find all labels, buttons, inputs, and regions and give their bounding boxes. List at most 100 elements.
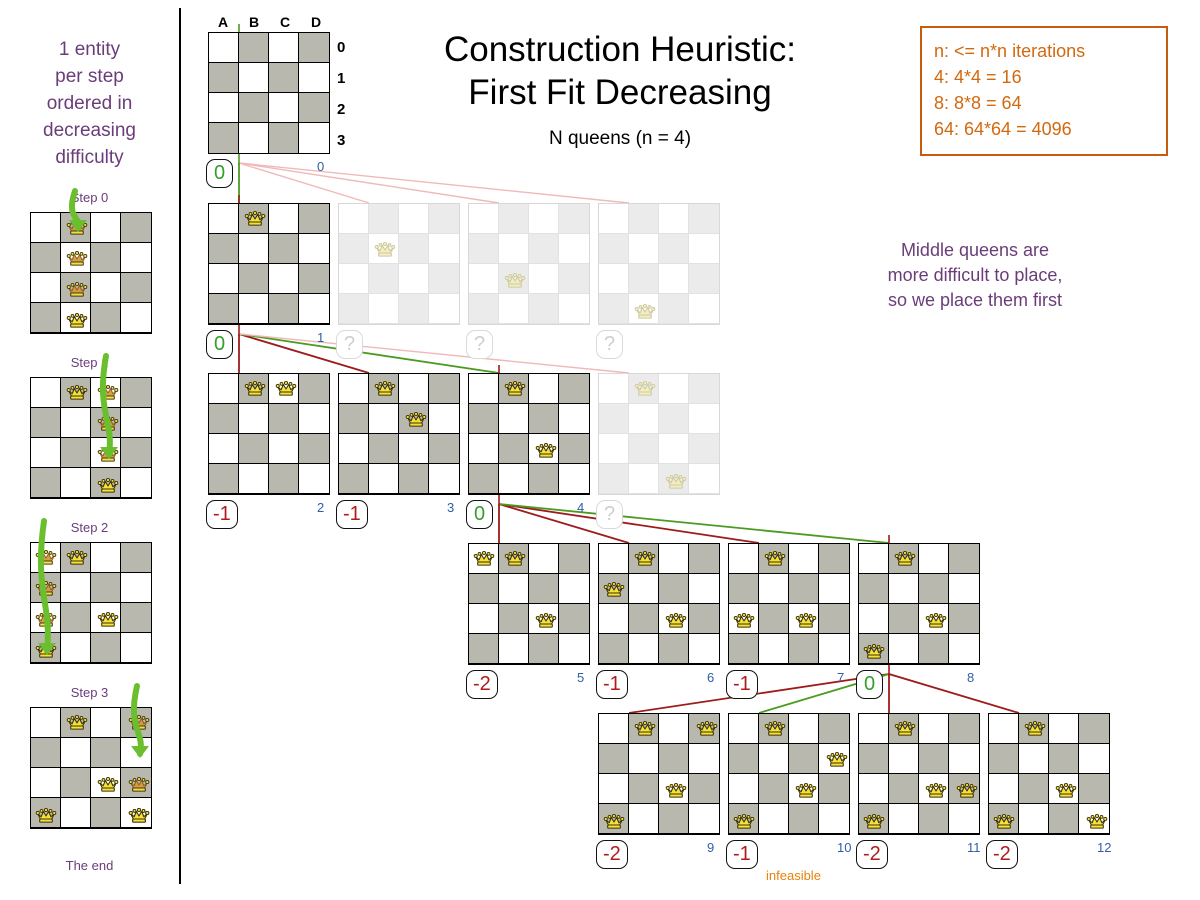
board-cell[interactable] [789,574,819,604]
board-cell[interactable] [429,204,459,234]
board-cell[interactable] [599,434,629,464]
board-cell[interactable] [689,574,719,604]
board-cell[interactable] [629,234,659,264]
board-cell[interactable] [659,374,689,404]
board-cell[interactable] [1019,744,1049,774]
board-cell[interactable] [689,434,719,464]
board-cell[interactable] [629,604,659,634]
board-cell[interactable] [729,714,759,744]
board-cell[interactable] [121,738,151,768]
board-cell[interactable] [339,234,369,264]
board-cell[interactable] [599,374,629,404]
board-cell[interactable] [599,634,629,664]
board-cell[interactable] [299,93,329,123]
board-cell[interactable] [599,464,629,494]
board-cell[interactable] [499,434,529,464]
board-cell[interactable] [859,604,889,634]
board-cell[interactable] [759,574,789,604]
board-cell[interactable] [61,243,91,273]
node-score-4a[interactable]: ? [596,500,623,529]
board-cell[interactable] [239,234,269,264]
board-cell[interactable] [629,804,659,834]
board-cell[interactable] [61,468,91,498]
board-cell[interactable] [299,404,329,434]
board-cell[interactable] [299,204,329,234]
board-cell[interactable] [469,464,499,494]
board-cell[interactable] [659,264,689,294]
board-cell[interactable] [239,404,269,434]
board-cell[interactable] [61,438,91,468]
board-cell[interactable] [239,264,269,294]
node-score-1b[interactable]: ? [466,330,493,359]
board-cell[interactable] [209,404,239,434]
board-cell[interactable] [659,204,689,234]
board-cell[interactable] [559,204,589,234]
board-cell[interactable] [61,633,91,663]
board-cell[interactable] [949,714,979,744]
board-cell[interactable] [269,294,299,324]
board-cell[interactable] [559,544,589,574]
board-cell[interactable] [121,213,151,243]
board-cell[interactable] [121,633,151,663]
board-cell[interactable] [689,204,719,234]
board-cell[interactable] [121,408,151,438]
board-cell[interactable] [209,234,239,264]
board-cell[interactable] [659,544,689,574]
board-cell[interactable] [399,234,429,264]
board-cell[interactable] [209,93,239,123]
board-cell[interactable] [789,544,819,574]
board-cell[interactable] [469,434,499,464]
board-cell[interactable] [429,464,459,494]
board-cell[interactable] [729,774,759,804]
board-cell[interactable] [469,604,499,634]
board-cell[interactable] [469,374,499,404]
board-cell[interactable] [239,434,269,464]
board-cell[interactable] [269,93,299,123]
board-cell[interactable] [819,544,849,574]
board-cell[interactable] [121,573,151,603]
board-cell[interactable] [269,404,299,434]
node-score-1[interactable]: 0 [206,330,233,359]
board-cell[interactable] [819,634,849,664]
board-cell[interactable] [689,464,719,494]
board-cell[interactable] [499,634,529,664]
board-cell[interactable] [819,774,849,804]
board-cell[interactable] [429,374,459,404]
node-score-1a[interactable]: ? [336,330,363,359]
board-cell[interactable] [239,63,269,93]
board-cell[interactable] [759,804,789,834]
board-cell[interactable] [209,294,239,324]
board-cell[interactable] [599,604,629,634]
board-cell[interactable] [689,544,719,574]
board-cell[interactable] [889,634,919,664]
board-cell[interactable] [659,234,689,264]
board-cell[interactable] [1019,774,1049,804]
node-score-9[interactable]: -2 [596,840,628,869]
board-cell[interactable] [269,434,299,464]
board-cell[interactable] [689,404,719,434]
board-cell[interactable] [209,204,239,234]
board-cell[interactable] [889,574,919,604]
board-cell[interactable] [299,234,329,264]
board-cell[interactable] [599,204,629,234]
board-cell[interactable] [469,264,499,294]
board-cell[interactable] [399,264,429,294]
board-cell[interactable] [889,744,919,774]
board-cell[interactable] [529,404,559,434]
board-cell[interactable] [339,294,369,324]
board-cell[interactable] [31,438,61,468]
board-cell[interactable] [1079,774,1109,804]
board-cell[interactable] [61,738,91,768]
board-cell[interactable] [369,294,399,324]
board-cell[interactable] [599,404,629,434]
board-cell[interactable] [91,798,121,828]
board-cell[interactable] [1079,744,1109,774]
board-cell[interactable] [689,804,719,834]
board-cell[interactable] [239,464,269,494]
board-cell[interactable] [499,574,529,604]
node-score-6[interactable]: -1 [596,670,628,699]
board-cell[interactable] [61,573,91,603]
board-cell[interactable] [31,768,61,798]
node-score-0[interactable]: 0 [206,159,233,188]
board-cell[interactable] [91,633,121,663]
